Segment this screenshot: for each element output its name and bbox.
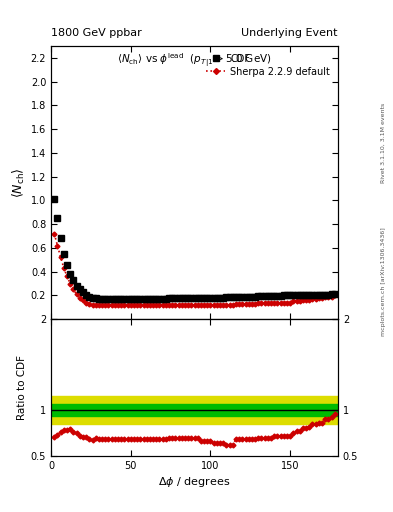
Text: Underlying Event: Underlying Event: [241, 28, 338, 38]
Y-axis label: $\langle N_{\rm ch}\rangle$: $\langle N_{\rm ch}\rangle$: [11, 167, 27, 198]
Y-axis label: Ratio to CDF: Ratio to CDF: [17, 355, 27, 420]
Text: 1800 GeV ppbar: 1800 GeV ppbar: [51, 28, 142, 38]
Bar: [51, 396, 338, 424]
Text: $\langle N_{\rm ch}\rangle$ vs $\phi^{\rm lead}$  $(p_{T|1} > 5.0\ \mathrm{GeV}): $\langle N_{\rm ch}\rangle$ vs $\phi^{\r…: [117, 52, 272, 69]
Legend: CDF, Sherpa 2.2.9 default: CDF, Sherpa 2.2.9 default: [203, 51, 333, 80]
Text: Rivet 3.1.10, 3.1M events: Rivet 3.1.10, 3.1M events: [381, 103, 386, 183]
Text: mcplots.cern.ch [arXiv:1306.3436]: mcplots.cern.ch [arXiv:1306.3436]: [381, 227, 386, 336]
X-axis label: $\Delta\phi$ / degrees: $\Delta\phi$ / degrees: [158, 475, 231, 489]
Bar: [51, 404, 338, 416]
